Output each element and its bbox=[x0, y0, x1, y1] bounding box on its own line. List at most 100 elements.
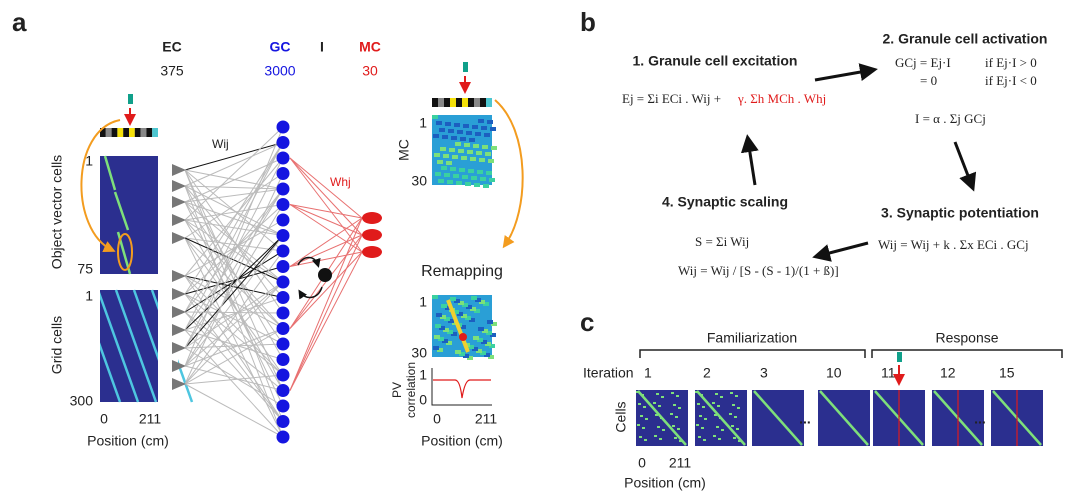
cue-strip bbox=[135, 128, 141, 137]
heatmap-cell bbox=[470, 157, 476, 161]
cue-strip bbox=[106, 128, 112, 137]
x-min: 0 bbox=[638, 455, 646, 471]
figure: 12310111215 a EC 375 GC 3000 I MC 30 Wij… bbox=[0, 0, 1079, 496]
ec-cell bbox=[172, 232, 186, 244]
row-first: 1 bbox=[419, 294, 427, 310]
heatmap bbox=[100, 156, 158, 274]
equation: GCj = Ej·I bbox=[895, 55, 951, 70]
iteration-number: 3 bbox=[760, 365, 768, 381]
ellipsis: ... bbox=[974, 411, 986, 427]
equation: Ej = Σi ECi . Wij + bbox=[622, 91, 721, 106]
heatmap-cell bbox=[678, 407, 681, 409]
cue bbox=[463, 62, 468, 72]
cue bbox=[128, 94, 133, 104]
heatmap-cell bbox=[730, 392, 733, 394]
cue-strip bbox=[438, 98, 444, 107]
heatmap-cell bbox=[657, 426, 660, 428]
cue-strip bbox=[456, 98, 462, 107]
heatmap-cell bbox=[432, 295, 438, 299]
heatmap-cell bbox=[732, 404, 735, 406]
heatmap-cell bbox=[644, 439, 647, 441]
iteration-number: 15 bbox=[999, 365, 1015, 381]
gc-cell bbox=[277, 322, 290, 335]
ec-name: EC bbox=[162, 39, 181, 55]
ec-cell bbox=[172, 180, 186, 192]
heatmap-cell bbox=[480, 177, 486, 181]
pv-axes bbox=[432, 368, 492, 405]
heatmap-cell bbox=[640, 415, 643, 417]
mc-count: 30 bbox=[362, 63, 378, 79]
mask bbox=[70, 288, 100, 404]
heatmap-cell bbox=[733, 437, 736, 439]
heatmap-cell bbox=[712, 402, 715, 404]
heatmap-cell bbox=[432, 115, 438, 119]
row-first: 1 bbox=[85, 153, 93, 169]
heatmap-cell bbox=[445, 122, 451, 126]
gc-cell bbox=[277, 369, 290, 382]
cue-strip bbox=[141, 128, 147, 137]
heatmap-cell bbox=[434, 153, 440, 157]
ec-cell bbox=[172, 306, 186, 318]
step-title: 1. Granule cell excitation bbox=[633, 53, 798, 69]
cue-strip bbox=[129, 128, 135, 137]
heatmap-cell bbox=[677, 428, 680, 430]
gc-cell bbox=[277, 353, 290, 366]
row-first: 1 bbox=[419, 115, 427, 131]
connection bbox=[185, 312, 283, 422]
arrow bbox=[748, 140, 755, 185]
bracket bbox=[640, 350, 1062, 358]
heatmap-cell bbox=[662, 429, 665, 431]
ec-cell bbox=[172, 342, 186, 354]
heatmap-cell bbox=[642, 427, 645, 429]
heatmap-cell bbox=[467, 150, 473, 154]
heatmap-cell bbox=[441, 166, 447, 170]
heatmap-cell bbox=[676, 395, 679, 397]
familiarization: Familiarization bbox=[707, 330, 797, 346]
cue bbox=[897, 352, 902, 362]
condition: if Ej·I > 0 bbox=[985, 55, 1037, 70]
heatmap-cell bbox=[717, 405, 720, 407]
heatmap-cell bbox=[439, 128, 445, 132]
heatmap-cell bbox=[450, 297, 456, 301]
heatmap-cell bbox=[469, 138, 475, 142]
heatmap-cell bbox=[456, 181, 462, 185]
heatmap-cell bbox=[737, 407, 740, 409]
heatmap-cell bbox=[720, 396, 723, 398]
heatmap-cell bbox=[487, 120, 493, 124]
row-last: 75 bbox=[77, 261, 93, 277]
heatmap-cell bbox=[716, 426, 719, 428]
gc-count: 3000 bbox=[264, 63, 295, 79]
heatmap-cell bbox=[459, 168, 465, 172]
heatmap-cell bbox=[471, 296, 477, 300]
heatmap-cell bbox=[435, 172, 441, 176]
heatmap-cell bbox=[661, 396, 664, 398]
gc-cell bbox=[277, 307, 290, 320]
heatmap-cell bbox=[457, 130, 463, 134]
w-hj: Whj bbox=[330, 175, 351, 189]
heatmap-cell bbox=[475, 132, 481, 136]
connection bbox=[290, 218, 362, 391]
row-last: 30 bbox=[411, 173, 427, 189]
heatmap-cell bbox=[455, 350, 461, 354]
ec-cell bbox=[172, 164, 186, 176]
heatmap-cell bbox=[466, 131, 472, 135]
gc-cell bbox=[277, 245, 290, 258]
arrow bbox=[818, 243, 868, 256]
heatmap-cell bbox=[464, 143, 470, 147]
row-last: 30 bbox=[411, 345, 427, 361]
heatmap-cell bbox=[701, 427, 704, 429]
pv-trace bbox=[433, 380, 491, 398]
gc-cell bbox=[277, 167, 290, 180]
connection bbox=[185, 158, 283, 276]
heatmap-cell bbox=[656, 393, 659, 395]
equation: = 0 bbox=[920, 73, 937, 88]
mc-cell bbox=[362, 246, 382, 258]
heatmap-cell bbox=[486, 171, 492, 175]
condition: if Ej·I < 0 bbox=[985, 73, 1037, 88]
heatmap-cell bbox=[490, 127, 496, 131]
gc-cell bbox=[277, 136, 290, 149]
heatmap-cell bbox=[704, 418, 707, 420]
pv-top: 1 bbox=[419, 367, 427, 383]
heatmap-cell bbox=[455, 142, 461, 146]
heatmap-cell bbox=[643, 406, 646, 408]
